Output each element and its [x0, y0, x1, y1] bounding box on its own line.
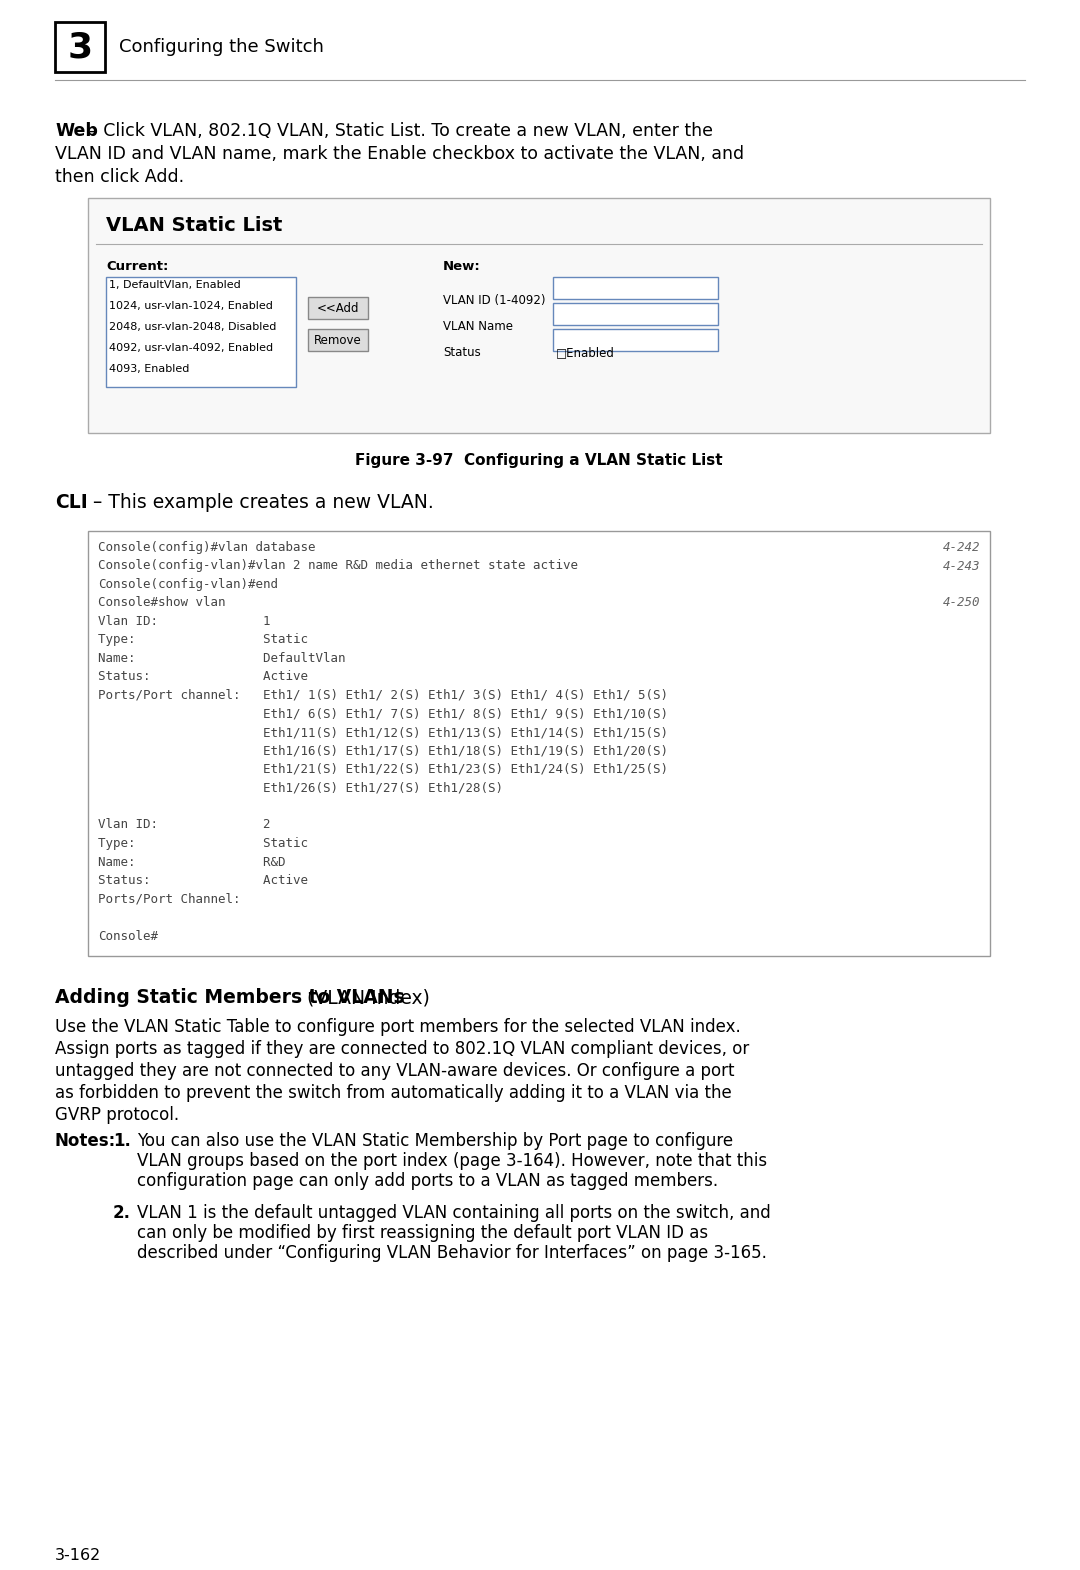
Text: described under “Configuring VLAN Behavior for Interfaces” on page 3-165.: described under “Configuring VLAN Behavi… — [137, 1243, 767, 1262]
Text: Console#: Console# — [98, 929, 158, 942]
Text: 1, DefaultVlan, Enabled: 1, DefaultVlan, Enabled — [109, 279, 241, 290]
Text: VLAN groups based on the port index (page 3-164). However, note that this: VLAN groups based on the port index (pag… — [137, 1152, 767, 1170]
Text: 4-243: 4-243 — [943, 559, 980, 573]
Text: CLI: CLI — [55, 493, 87, 512]
Text: Eth1/ 6(S) Eth1/ 7(S) Eth1/ 8(S) Eth1/ 9(S) Eth1/10(S): Eth1/ 6(S) Eth1/ 7(S) Eth1/ 8(S) Eth1/ 9… — [98, 708, 669, 721]
Bar — [55, 22, 105, 72]
Text: – This example creates a new VLAN.: – This example creates a new VLAN. — [87, 493, 434, 512]
Text: Vlan ID:              2: Vlan ID: 2 — [98, 818, 270, 832]
Text: 3: 3 — [67, 30, 93, 64]
Text: 1.: 1. — [113, 1132, 131, 1149]
Text: Console(config-vlan)#vlan 2 name R&D media ethernet state active: Console(config-vlan)#vlan 2 name R&D med… — [98, 559, 578, 573]
FancyBboxPatch shape — [308, 297, 368, 319]
Text: Status: Status — [443, 345, 481, 360]
Text: 4-250: 4-250 — [943, 597, 980, 609]
Text: 2048, usr-vlan-2048, Disabled: 2048, usr-vlan-2048, Disabled — [109, 322, 276, 331]
Text: Current:: Current: — [106, 261, 168, 273]
Text: VLAN Static List: VLAN Static List — [106, 217, 282, 236]
Bar — [553, 330, 718, 352]
Text: Status:               Active: Status: Active — [98, 874, 308, 887]
Text: VLAN ID and VLAN name, mark the Enable checkbox to activate the VLAN, and: VLAN ID and VLAN name, mark the Enable c… — [55, 144, 744, 163]
Text: 2.: 2. — [113, 1204, 131, 1221]
Bar — [553, 303, 718, 325]
Text: (VLAN Index): (VLAN Index) — [301, 988, 430, 1006]
Text: Console(config-vlan)#end: Console(config-vlan)#end — [98, 578, 278, 590]
Text: 4-242: 4-242 — [943, 542, 980, 554]
Text: then click Add.: then click Add. — [55, 168, 184, 185]
Text: 3-162: 3-162 — [55, 1548, 102, 1564]
Text: VLAN 1 is the default untagged VLAN containing all ports on the switch, and: VLAN 1 is the default untagged VLAN cont… — [137, 1204, 771, 1221]
Text: <<Add: <<Add — [316, 301, 360, 314]
Text: Status:               Active: Status: Active — [98, 670, 308, 683]
Text: Ports/Port channel:   Eth1/ 1(S) Eth1/ 2(S) Eth1/ 3(S) Eth1/ 4(S) Eth1/ 5(S): Ports/Port channel: Eth1/ 1(S) Eth1/ 2(S… — [98, 689, 669, 702]
Text: 1024, usr-vlan-1024, Enabled: 1024, usr-vlan-1024, Enabled — [109, 301, 273, 311]
Bar — [106, 276, 296, 386]
Text: Remove: Remove — [314, 333, 362, 347]
Text: Adding Static Members to VLANs: Adding Static Members to VLANs — [55, 988, 405, 1006]
Text: VLAN ID (1-4092): VLAN ID (1-4092) — [443, 294, 545, 308]
Text: configuration page can only add ports to a VLAN as tagged members.: configuration page can only add ports to… — [137, 1171, 718, 1190]
Text: Name:                 R&D: Name: R&D — [98, 856, 285, 868]
Text: Notes:: Notes: — [55, 1132, 117, 1149]
Text: untagged they are not connected to any VLAN-aware devices. Or configure a port: untagged they are not connected to any V… — [55, 1061, 734, 1080]
Text: 4093, Enabled: 4093, Enabled — [109, 364, 189, 374]
Text: You can also use the VLAN Static Membership by Port page to configure: You can also use the VLAN Static Members… — [137, 1132, 733, 1149]
Text: Vlan ID:              1: Vlan ID: 1 — [98, 615, 270, 628]
Text: Console(config)#vlan database: Console(config)#vlan database — [98, 542, 315, 554]
Text: Name:                 DefaultVlan: Name: DefaultVlan — [98, 652, 346, 666]
FancyBboxPatch shape — [308, 330, 368, 352]
Text: GVRP protocol.: GVRP protocol. — [55, 1105, 179, 1124]
Text: Eth1/21(S) Eth1/22(S) Eth1/23(S) Eth1/24(S) Eth1/25(S): Eth1/21(S) Eth1/22(S) Eth1/23(S) Eth1/24… — [98, 763, 669, 776]
Text: can only be modified by first reassigning the default port VLAN ID as: can only be modified by first reassignin… — [137, 1225, 708, 1242]
Bar — [553, 276, 718, 298]
Text: Ports/Port Channel:: Ports/Port Channel: — [98, 892, 241, 906]
Text: Type:                 Static: Type: Static — [98, 837, 308, 849]
Text: Eth1/16(S) Eth1/17(S) Eth1/18(S) Eth1/19(S) Eth1/20(S): Eth1/16(S) Eth1/17(S) Eth1/18(S) Eth1/19… — [98, 744, 669, 757]
Bar — [87, 531, 990, 956]
Text: Configuring the Switch: Configuring the Switch — [119, 38, 324, 57]
Text: VLAN Name: VLAN Name — [443, 320, 513, 333]
Bar — [87, 198, 990, 433]
Text: Eth1/11(S) Eth1/12(S) Eth1/13(S) Eth1/14(S) Eth1/15(S): Eth1/11(S) Eth1/12(S) Eth1/13(S) Eth1/14… — [98, 725, 669, 739]
Text: Assign ports as tagged if they are connected to 802.1Q VLAN compliant devices, o: Assign ports as tagged if they are conne… — [55, 1039, 750, 1058]
Text: Web: Web — [55, 122, 98, 140]
Text: as forbidden to prevent the switch from automatically adding it to a VLAN via th: as forbidden to prevent the switch from … — [55, 1083, 732, 1102]
Text: Figure 3-97  Configuring a VLAN Static List: Figure 3-97 Configuring a VLAN Static Li… — [355, 454, 723, 468]
Text: New:: New: — [443, 261, 481, 273]
Text: – Click VLAN, 802.1Q VLAN, Static List. To create a new VLAN, enter the: – Click VLAN, 802.1Q VLAN, Static List. … — [89, 122, 713, 140]
Text: Eth1/26(S) Eth1/27(S) Eth1/28(S): Eth1/26(S) Eth1/27(S) Eth1/28(S) — [98, 782, 503, 794]
Text: 4092, usr-vlan-4092, Enabled: 4092, usr-vlan-4092, Enabled — [109, 342, 273, 353]
Text: Use the VLAN Static Table to configure port members for the selected VLAN index.: Use the VLAN Static Table to configure p… — [55, 1017, 741, 1036]
Text: Console#show vlan: Console#show vlan — [98, 597, 226, 609]
Text: Type:                 Static: Type: Static — [98, 634, 308, 647]
Text: □Enabled: □Enabled — [556, 345, 615, 360]
